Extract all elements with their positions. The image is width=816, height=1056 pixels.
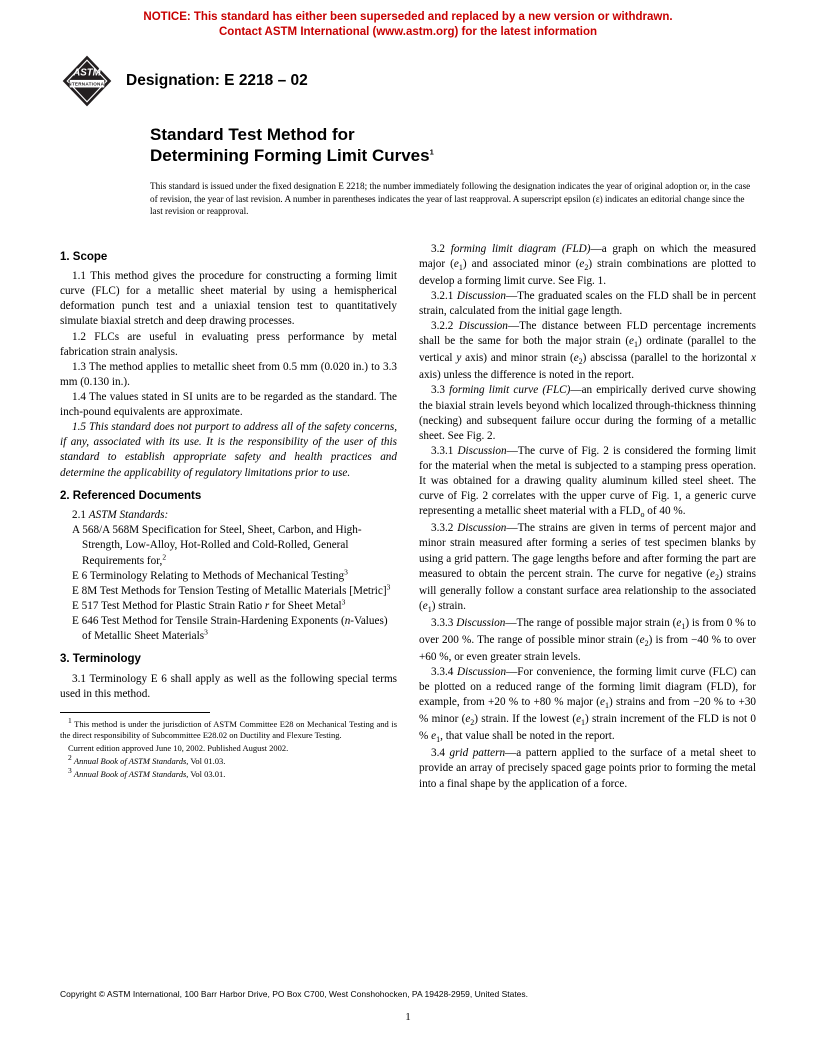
svg-text:ASTM: ASTM [72, 67, 101, 78]
para-1.3: 1.3 The method applies to metallic sheet… [60, 360, 397, 390]
r5-a: E 646 Test Method for Tensile Strain-Har… [72, 615, 345, 627]
ref-2: E 6 Terminology Relating to Methods of M… [60, 569, 397, 584]
para-3.3.4: 3.3.4 Discussion—For convenience, the fo… [419, 665, 756, 746]
title-block: Standard Test Method for Determining For… [150, 124, 756, 167]
p334f: ) strain. If the lowest ( [474, 713, 576, 725]
p321i: Discussion [457, 290, 506, 302]
para-3.3.3: 3.3.3 Discussion—The range of possible m… [419, 616, 756, 665]
notice-line2: Contact ASTM International (www.astm.org… [219, 26, 597, 38]
r3-sup: 3 [387, 582, 391, 591]
title-footnote-marker: 1 [430, 147, 434, 156]
body-columns: 1. Scope 1.1 This method gives the proce… [60, 242, 756, 792]
footnote-1b: Current edition approved June 10, 2002. … [60, 743, 397, 754]
title-line1: Standard Test Method for [150, 125, 355, 144]
para-3.2.2: 3.2.2 Discussion—The distance between FL… [419, 319, 756, 383]
para-2.1: 2.1 ASTM Standards: [60, 508, 397, 523]
p322x: x [751, 352, 756, 364]
p322i: Discussion [459, 320, 508, 332]
p331a: 3.3.1 [431, 445, 457, 457]
p333i: Discussion [456, 617, 505, 629]
notice-banner: NOTICE: This standard has either been su… [0, 0, 816, 46]
fn2-text: , Vol 01.03. [186, 756, 225, 766]
p334k: , that value shall be noted in the repor… [440, 730, 615, 742]
footnote-1: 1 This method is under the jurisdiction … [60, 719, 397, 741]
section-1-head: 1. Scope [60, 250, 397, 266]
document-title: Standard Test Method for Determining For… [150, 124, 756, 167]
issuance-note: This standard is issued under the fixed … [150, 180, 756, 217]
r2-text: E 6 Terminology Relating to Methods of M… [72, 570, 344, 582]
r2-sup: 3 [344, 567, 348, 576]
svg-text:INTERNATIONAL: INTERNATIONAL [67, 81, 108, 86]
notice-line1: NOTICE: This standard has either been su… [143, 11, 672, 23]
para-1.1: 1.1 This method gives the procedure for … [60, 269, 397, 329]
p332a: 3.3.2 [431, 522, 457, 534]
p334a: 3.3.4 [431, 666, 457, 678]
footnotes: 1 This method is under the jurisdiction … [60, 719, 397, 780]
p33i: forming limit curve (FLC) [449, 384, 570, 396]
fn3-ital: Annual Book of ASTM Standards [74, 769, 186, 779]
header: ASTM INTERNATIONAL Designation: E 2218 –… [0, 46, 816, 108]
p322a: 3.2.2 [431, 320, 459, 332]
fn2-ital: Annual Book of ASTM Standards [74, 756, 186, 766]
p21-prefix: 2.1 [72, 509, 89, 521]
ref-4: E 517 Test Method for Plastic Strain Rat… [60, 599, 397, 614]
footnote-block: 1 This method is under the jurisdiction … [60, 712, 397, 780]
para-3.3.1: 3.3.1 Discussion—The curve of Fig. 2 is … [419, 444, 756, 521]
section-3-head: 3. Terminology [60, 652, 397, 668]
r1-sup: 2 [162, 552, 166, 561]
para-3.1: 3.1 Terminology E 6 shall apply as well … [60, 672, 397, 702]
para-3.2: 3.2 forming limit diagram (FLD)—a graph … [419, 242, 756, 289]
ref-3: E 8M Test Methods for Tension Testing of… [60, 584, 397, 599]
p32a: 3.2 [431, 243, 451, 255]
footnote-2: 2 Annual Book of ASTM Standards, Vol 01.… [60, 756, 397, 767]
section-2-head: 2. Referenced Documents [60, 489, 397, 505]
p32i: forming limit diagram (FLD) [451, 243, 591, 255]
r4-sup: 3 [342, 597, 346, 606]
p33a: 3.3 [431, 384, 449, 396]
r1-text: A 568/A 568M Specification for Steel, Sh… [72, 524, 362, 566]
para-3.3: 3.3 forming limit curve (FLC)—an empiric… [419, 383, 756, 443]
p331c: of 40 %. [645, 505, 686, 517]
para-3.4: 3.4 grid pattern—a pattern applied to th… [419, 746, 756, 791]
p34a: 3.4 [431, 747, 450, 759]
p332f: ) strain. [432, 600, 466, 612]
p21-ital: ASTM Standards: [89, 509, 168, 521]
para-3.3.2: 3.3.2 Discussion—The strains are given i… [419, 521, 756, 616]
title-line2: Determining Forming Limit Curves [150, 146, 430, 165]
p334i: Discussion [457, 666, 506, 678]
r3-text: E 8M Test Methods for Tension Testing of… [72, 585, 387, 597]
p322g: ) abscissa (parallel to the horizontal [583, 352, 751, 364]
p32d: ) and associated minor ( [463, 258, 580, 270]
p321a: 3.2.1 [431, 290, 457, 302]
fn1-text: This method is under the jurisdiction of… [60, 719, 397, 740]
p332i: Discussion [457, 522, 506, 534]
para-1.4: 1.4 The values stated in SI units are to… [60, 390, 397, 420]
footnote-3: 3 Annual Book of ASTM Standards, Vol 03.… [60, 769, 397, 780]
p34i: grid pattern [450, 747, 506, 759]
p322h: axis) unless the difference is noted in … [419, 369, 634, 381]
r5-sup: 3 [204, 627, 208, 636]
fn3-text: , Vol 03.01. [186, 769, 225, 779]
p333b: —The range of possible major strain ( [505, 617, 676, 629]
para-3.2.1: 3.2.1 Discussion—The graduated scales on… [419, 289, 756, 319]
para-1.5-text: 1.5 This standard does not purport to ad… [60, 421, 397, 478]
p331i: Discussion [457, 445, 506, 457]
designation: Designation: E 2218 – 02 [126, 71, 308, 91]
p333a: 3.3.3 [431, 617, 456, 629]
copyright: Copyright © ASTM International, 100 Barr… [60, 989, 756, 1000]
r4-a: E 517 Test Method for Plastic Strain Rat… [72, 600, 265, 612]
ref-5: E 646 Test Method for Tensile Strain-Har… [60, 614, 397, 644]
astm-logo: ASTM INTERNATIONAL [60, 54, 114, 108]
para-1.5: 1.5 This standard does not purport to ad… [60, 420, 397, 480]
r4-b: for Sheet Metal [269, 600, 341, 612]
para-1.2: 1.2 FLCs are useful in evaluating press … [60, 330, 397, 360]
footnote-rule [60, 712, 210, 713]
p322e: axis) and minor strain ( [461, 352, 573, 364]
ref-1: A 568/A 568M Specification for Steel, Sh… [60, 523, 397, 568]
page-number: 1 [0, 1010, 816, 1024]
